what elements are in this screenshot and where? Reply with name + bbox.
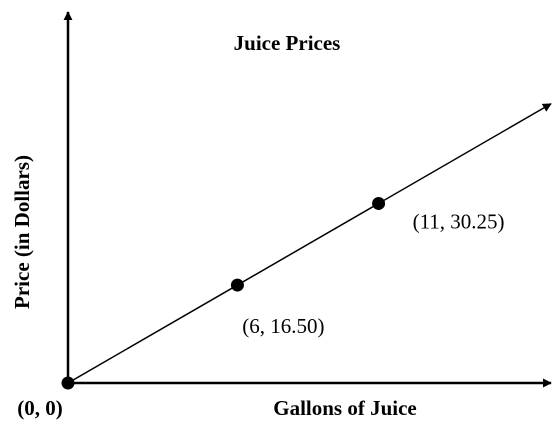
data-point xyxy=(230,278,244,292)
data-point xyxy=(61,376,75,390)
x-axis-label: Gallons of Juice xyxy=(273,396,417,420)
point-label: (0, 0) xyxy=(17,396,63,420)
data-point xyxy=(372,196,386,210)
y-axis-label: Price (in Dollars) xyxy=(10,155,34,309)
point-label: (11, 30.25) xyxy=(413,209,505,233)
chart-title: Juice Prices xyxy=(234,31,341,55)
data-line xyxy=(67,202,379,384)
point-label: (6, 16.50) xyxy=(242,314,324,338)
line-extension xyxy=(378,103,552,205)
